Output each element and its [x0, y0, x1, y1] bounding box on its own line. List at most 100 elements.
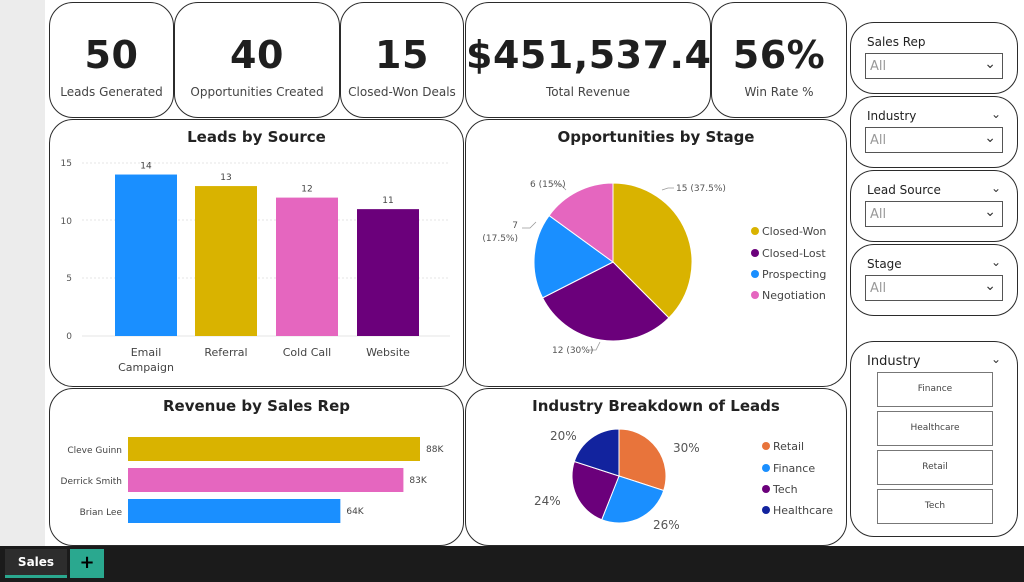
slicer-stage[interactable]: Stage ⌄ All ⌄: [850, 244, 1018, 316]
legend-marker: [751, 227, 759, 235]
slice-closed-lost[interactable]: [541, 261, 670, 342]
kpi-value: 15: [375, 33, 429, 77]
kpi-card-win-rate[interactable]: 56% Win Rate %: [711, 2, 847, 118]
legend-label[interactable]: Closed-Lost: [762, 247, 826, 260]
data-label: 64K: [346, 507, 364, 517]
x-tick: Website: [366, 346, 410, 359]
slice-label: 26%: [653, 518, 680, 532]
x-tick: Campaign: [118, 361, 174, 374]
tile-healthcare[interactable]: Healthcare: [877, 411, 993, 446]
x-tick: Cold Call: [283, 346, 331, 359]
kpi-card-revenue[interactable]: $451,537.40 Total Revenue: [465, 2, 738, 118]
slice-prospecting[interactable]: [533, 214, 614, 299]
y-tick: 15: [61, 159, 72, 169]
legend-label[interactable]: Retail: [773, 440, 804, 453]
legend-marker: [762, 442, 770, 450]
bar-referral[interactable]: [195, 186, 257, 336]
industry-dropdown[interactable]: All ⌄: [865, 127, 1003, 153]
slicer-lead-source[interactable]: Lead Source ⌄ All ⌄: [850, 170, 1018, 242]
leader-line: [588, 341, 601, 351]
chevron-down-icon[interactable]: ⌄: [990, 181, 1001, 195]
chevron-down-icon[interactable]: ⌄: [984, 130, 996, 146]
industry-breakdown-card[interactable]: Industry Breakdown of Leads 30% 26% 24% …: [465, 388, 847, 546]
bar-email-campaign[interactable]: [115, 174, 177, 336]
bar-cleve-guinn[interactable]: [128, 437, 420, 461]
slice-tech[interactable]: [571, 460, 620, 521]
slice-retail[interactable]: [618, 428, 667, 492]
slice-label: 6 (15%): [530, 180, 566, 190]
slice-closed-won[interactable]: [612, 182, 693, 319]
tile-finance[interactable]: Finance: [877, 372, 993, 407]
y-tick: 0: [66, 332, 72, 342]
kpi-card-leads[interactable]: 50 Leads Generated: [49, 2, 174, 118]
slice-healthcare[interactable]: [573, 428, 620, 477]
slicer-sales-rep[interactable]: Sales Rep All ⌄: [850, 22, 1018, 94]
dropdown-value: All: [870, 59, 887, 74]
data-label: 88K: [426, 445, 444, 455]
industry-pie-svg: 30% 26% 24% 20% Retail Finance Tech Heal…: [534, 428, 833, 532]
bar-brian-lee[interactable]: [128, 499, 341, 523]
bar-cold-call[interactable]: [276, 197, 338, 336]
data-label: 13: [220, 173, 231, 183]
add-page-button[interactable]: +: [70, 549, 104, 578]
bar-website[interactable]: [357, 209, 419, 336]
slice-label: 12 (30%): [552, 346, 593, 356]
legend-label[interactable]: Negotiation: [762, 289, 826, 302]
slicer-title: Industry: [867, 109, 917, 123]
slice-label: 30%: [673, 441, 700, 455]
stage-dropdown[interactable]: All ⌄: [865, 275, 1003, 301]
opportunities-by-stage-card[interactable]: Opportunities by Stage 15 (37.5%) 6 (15%…: [465, 119, 847, 387]
slicer-title: Stage: [867, 257, 902, 271]
slicer-industry[interactable]: Industry ⌄ All ⌄: [850, 96, 1018, 168]
revenue-chart-svg: Cleve Guinn Derrick Smith Brian Lee 88K …: [61, 437, 444, 523]
legend-label[interactable]: Prospecting: [762, 268, 826, 281]
chart-title: Revenue by Sales Rep: [162, 397, 351, 415]
legend-label[interactable]: Closed-Won: [762, 225, 826, 238]
chart-title: Leads by Source: [187, 128, 326, 146]
legend-marker: [762, 506, 770, 514]
lead-source-dropdown[interactable]: All ⌄: [865, 201, 1003, 227]
revenue-by-sales-rep-card[interactable]: Revenue by Sales Rep Cleve Guinn Derrick…: [49, 388, 464, 546]
kpi-card-opportunities[interactable]: 40 Opportunities Created: [174, 2, 340, 118]
slicer-industry-tiles[interactable]: Industry ⌄ Finance Healthcare Retail Tec…: [850, 341, 1018, 537]
kpi-label: Opportunities Created: [190, 85, 324, 99]
chevron-down-icon[interactable]: ⌄: [984, 204, 996, 220]
slice-label: (17.5%): [482, 234, 518, 244]
kpi-value: 40: [230, 33, 284, 77]
legend-marker: [762, 485, 770, 493]
slice-label: 7: [512, 221, 518, 231]
sales-rep-dropdown[interactable]: All ⌄: [865, 53, 1003, 79]
opportunities-pie-svg: 15 (37.5%) 6 (15%) 7 (17.5%) 12 (30%) Cl…: [482, 180, 826, 356]
legend-marker: [762, 464, 770, 472]
kpi-value: 56%: [732, 33, 826, 77]
slice-finance[interactable]: [601, 475, 665, 524]
chevron-down-icon[interactable]: ⌄: [984, 278, 996, 294]
chevron-down-icon[interactable]: ⌄: [990, 107, 1001, 121]
chevron-down-icon[interactable]: ⌄: [990, 255, 1001, 269]
slice-negotiation[interactable]: [548, 182, 614, 263]
chart-title: Industry Breakdown of Leads: [532, 397, 780, 415]
kpi-label: Win Rate %: [744, 85, 814, 99]
y-tick: Brian Lee: [80, 508, 123, 518]
dropdown-value: All: [870, 133, 887, 148]
chevron-down-icon[interactable]: ⌄: [990, 352, 1001, 366]
slice-label: 20%: [550, 429, 577, 443]
legend-label[interactable]: Finance: [773, 462, 815, 475]
tab-sales[interactable]: Sales: [5, 549, 67, 578]
kpi-card-closed-won[interactable]: 15 Closed-Won Deals: [340, 2, 464, 118]
data-label: 12: [301, 185, 312, 195]
tile-retail[interactable]: Retail: [877, 450, 993, 485]
x-tick: Referral: [204, 346, 247, 359]
legend-marker: [751, 270, 759, 278]
chart-title: Opportunities by Stage: [557, 128, 755, 146]
chevron-down-icon[interactable]: ⌄: [984, 56, 996, 72]
slicer-title: Sales Rep: [867, 35, 926, 49]
x-tick: Email: [131, 346, 162, 359]
tile-tech[interactable]: Tech: [877, 489, 993, 524]
y-tick: Cleve Guinn: [67, 446, 122, 456]
bar-derrick-smith[interactable]: [128, 468, 404, 492]
legend-label[interactable]: Tech: [772, 483, 798, 496]
leader-line: [552, 183, 567, 191]
leads-by-source-card[interactable]: Leads by Source 15 10 5 0 14 13 12 11 Em…: [49, 119, 464, 387]
legend-label[interactable]: Healthcare: [773, 504, 833, 517]
